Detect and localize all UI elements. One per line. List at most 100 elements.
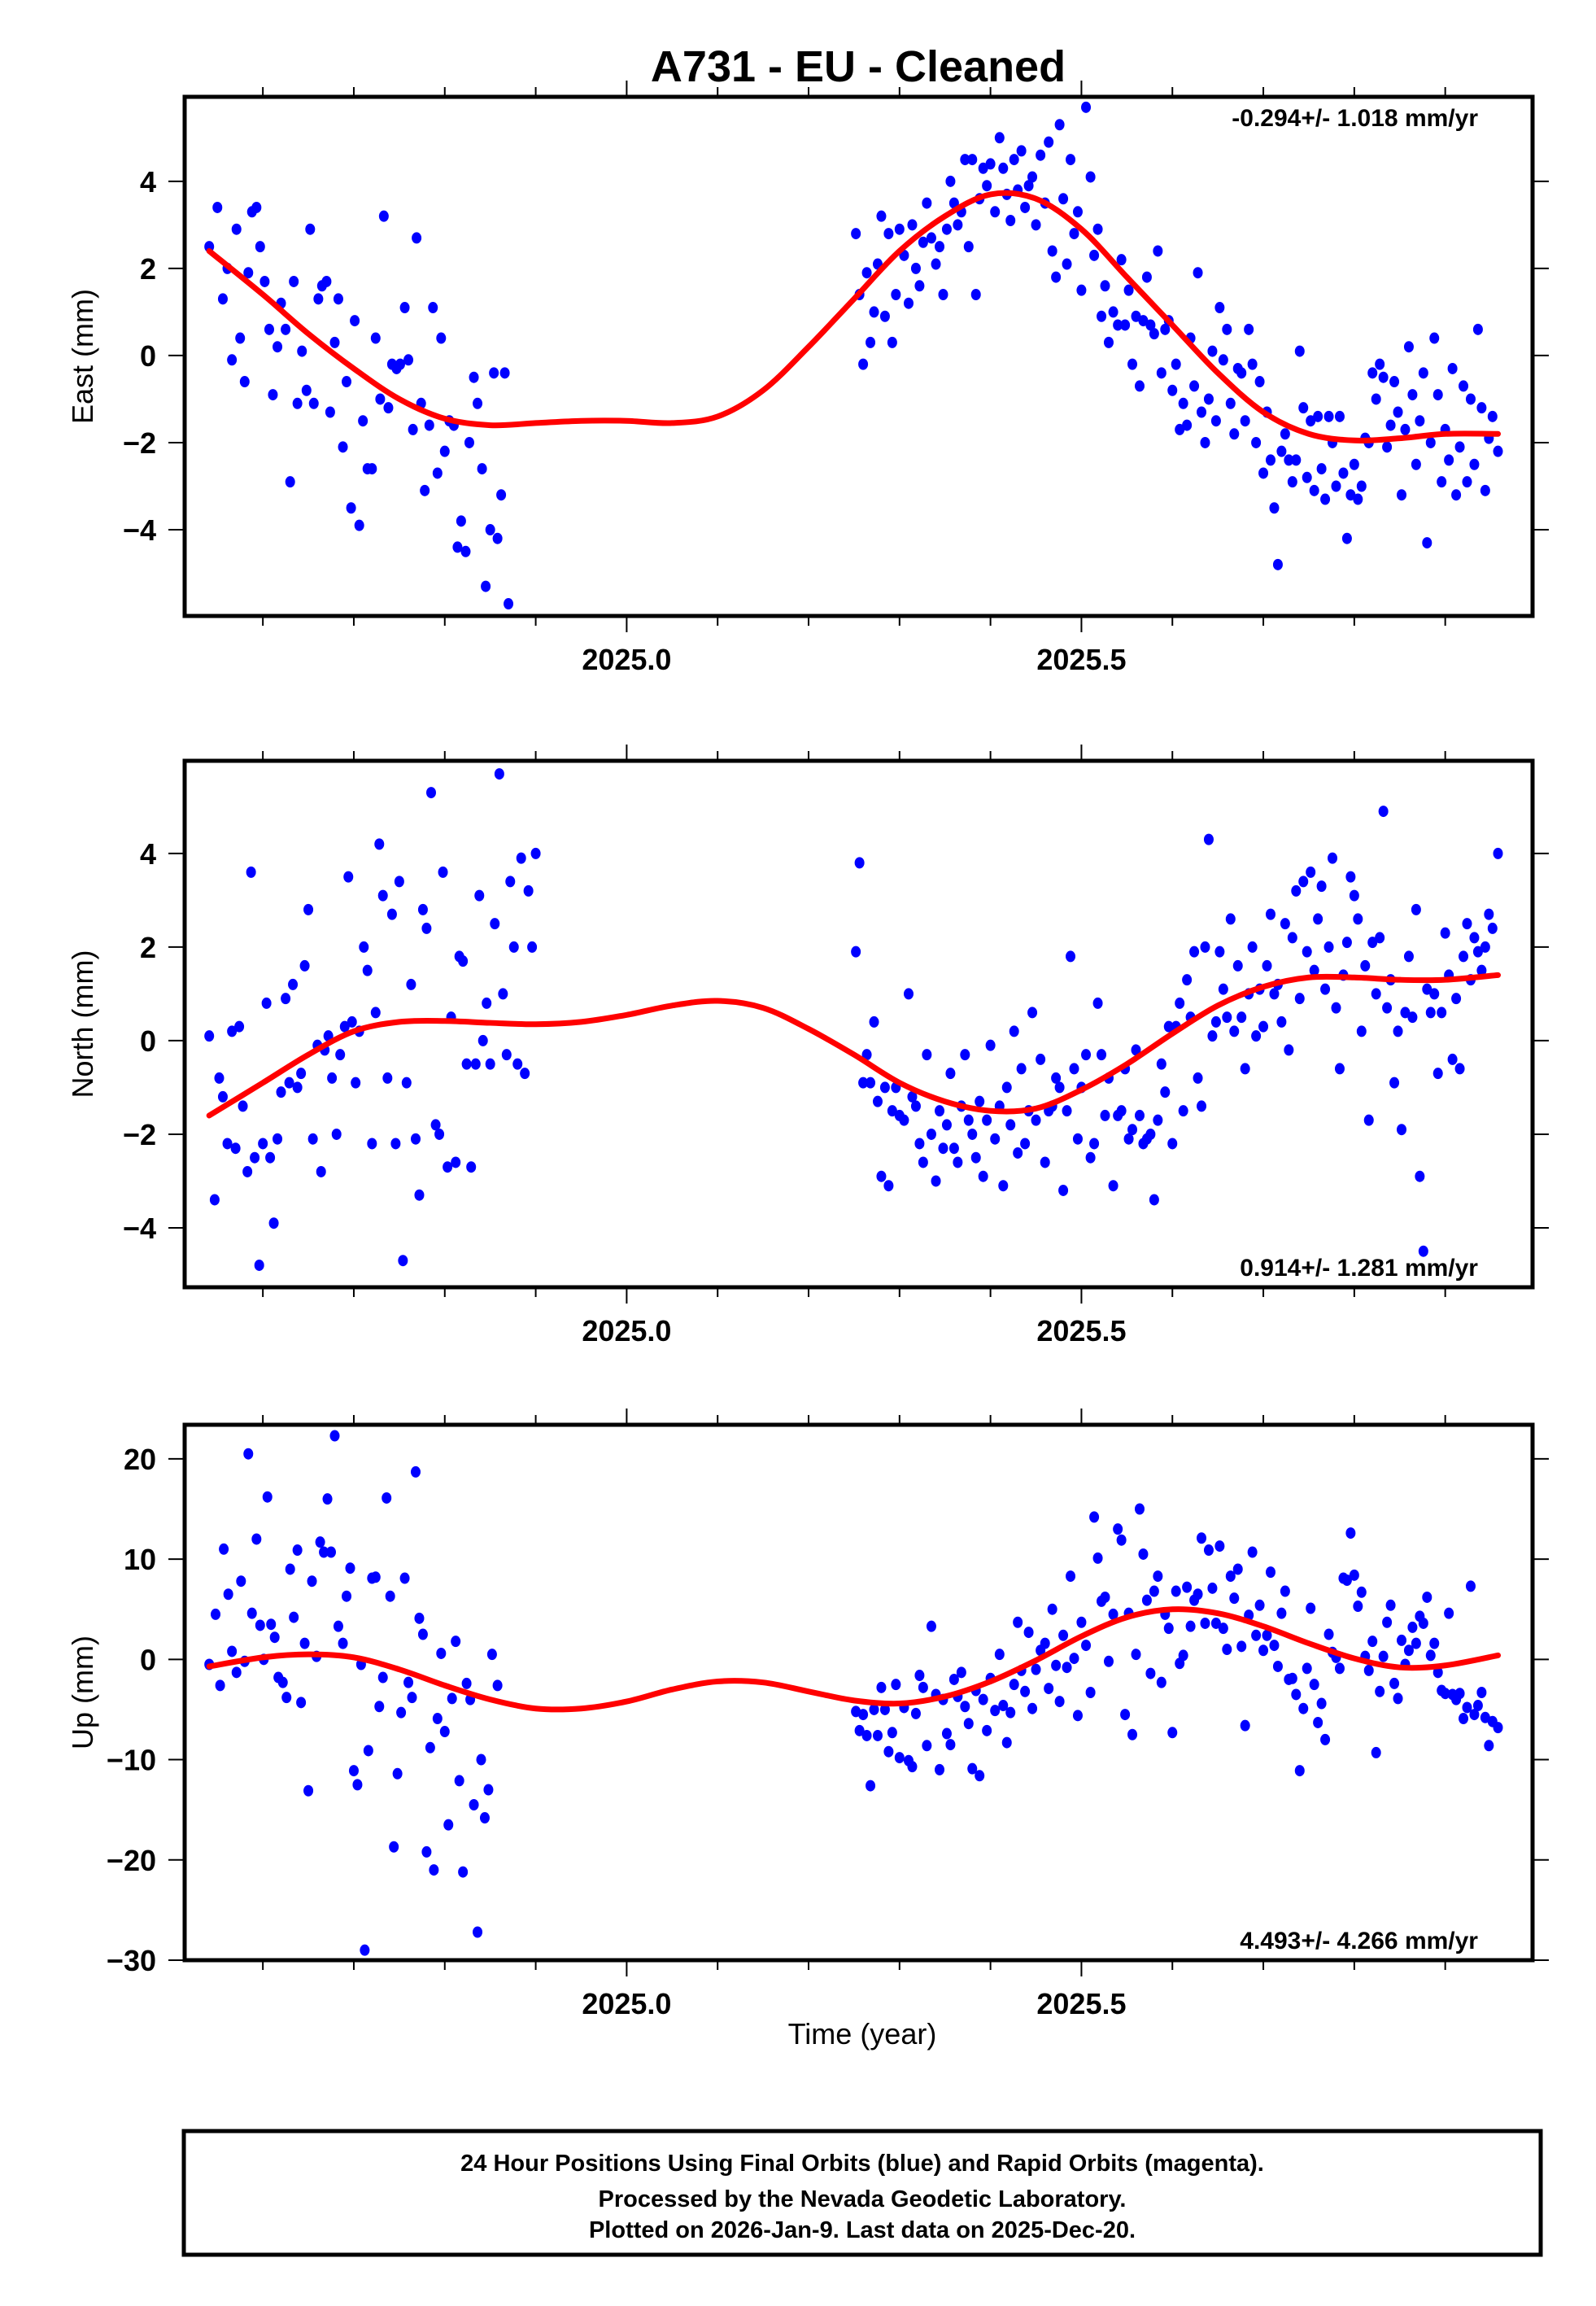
x-tick-label: 2025.0 <box>582 1987 671 2020</box>
data-point <box>1422 1591 1432 1603</box>
data-point <box>296 1697 307 1709</box>
data-point <box>234 1020 245 1033</box>
data-point <box>403 1676 414 1688</box>
data-point <box>464 436 474 448</box>
data-point <box>1254 376 1265 388</box>
data-point <box>1076 284 1087 296</box>
data-point <box>1225 397 1236 409</box>
data-point <box>377 889 388 902</box>
data-point <box>990 1133 1001 1145</box>
data-point <box>347 1015 357 1028</box>
data-point <box>276 1086 286 1098</box>
x-tick-label: 2025.5 <box>1036 1987 1126 2020</box>
data-point <box>1258 1020 1269 1033</box>
data-point <box>476 1754 486 1766</box>
data-point <box>470 1058 481 1070</box>
data-point <box>494 768 504 780</box>
data-point <box>861 1729 872 1741</box>
data-point <box>231 223 242 235</box>
data-point <box>1218 1622 1228 1635</box>
data-point <box>1389 1077 1400 1089</box>
data-point <box>1437 1007 1447 1019</box>
data-point <box>1232 959 1243 972</box>
data-point <box>299 1637 310 1649</box>
data-point <box>1051 1072 1062 1084</box>
y-tick-label: 20 <box>124 1443 156 1476</box>
data-point <box>1236 367 1247 379</box>
data-point <box>492 1679 503 1692</box>
data-point <box>1287 932 1297 944</box>
data-point <box>1385 1599 1396 1611</box>
data-point <box>1375 1685 1385 1697</box>
data-point <box>268 1217 279 1229</box>
data-point <box>1232 1563 1243 1575</box>
data-point <box>262 1491 273 1503</box>
data-point <box>1175 997 1185 1009</box>
y-tick-label: −4 <box>123 1212 156 1245</box>
data-point <box>1291 454 1302 466</box>
data-point <box>1389 376 1400 388</box>
data-point <box>1160 1086 1171 1098</box>
data-point <box>1081 1640 1092 1652</box>
data-point <box>975 1770 985 1782</box>
data-point <box>1432 1068 1443 1080</box>
data-point <box>303 903 314 915</box>
data-point <box>985 158 996 170</box>
data-point <box>1345 489 1356 501</box>
data-point <box>406 978 416 990</box>
data-point <box>1001 1081 1012 1094</box>
data-point <box>914 1670 925 1682</box>
data-point <box>1182 419 1193 431</box>
data-point <box>1403 1644 1414 1657</box>
data-point <box>1218 354 1228 366</box>
data-point <box>1276 445 1287 457</box>
data-point <box>1265 1566 1275 1579</box>
data-point <box>1153 1570 1163 1583</box>
data-point <box>1462 918 1472 930</box>
data-point <box>1429 332 1440 344</box>
data-point <box>281 323 291 335</box>
y-tick-label: 2 <box>140 931 156 964</box>
data-point <box>994 1649 1005 1661</box>
data-point <box>333 1620 343 1632</box>
data-point <box>1197 1100 1207 1112</box>
data-point <box>460 545 471 557</box>
data-point <box>1203 1544 1214 1557</box>
data-point <box>1189 380 1200 392</box>
data-point <box>408 423 418 435</box>
data-point <box>1236 1640 1247 1653</box>
data-point <box>250 1151 260 1164</box>
data-point <box>212 201 223 213</box>
data-point <box>858 1077 869 1089</box>
data-point <box>214 1072 225 1084</box>
data-point <box>1182 974 1193 986</box>
data-point <box>894 1752 905 1764</box>
y-axis-label: East (mm) <box>66 289 99 424</box>
data-point <box>1444 1607 1454 1619</box>
data-point <box>412 232 422 244</box>
data-point <box>1313 1716 1323 1728</box>
data-point <box>1451 993 1462 1005</box>
data-point <box>945 1739 956 1751</box>
data-point <box>876 1170 887 1182</box>
data-point <box>1171 358 1181 370</box>
data-point <box>851 228 861 240</box>
data-point <box>858 358 869 370</box>
data-point <box>1214 946 1225 958</box>
data-point <box>1062 1105 1072 1117</box>
data-point <box>1454 1063 1465 1075</box>
data-point <box>496 489 507 501</box>
data-point <box>1425 1649 1436 1662</box>
data-point <box>329 336 340 348</box>
data-point <box>348 1765 359 1777</box>
data-point <box>1476 402 1487 414</box>
data-point <box>1108 1608 1119 1620</box>
data-point <box>1447 362 1458 374</box>
data-point <box>918 1156 928 1168</box>
data-point <box>217 1090 228 1103</box>
data-point <box>382 1491 392 1504</box>
data-point <box>1058 193 1069 205</box>
data-point <box>258 1138 268 1150</box>
data-point <box>967 1762 978 1775</box>
data-point <box>1396 489 1406 501</box>
